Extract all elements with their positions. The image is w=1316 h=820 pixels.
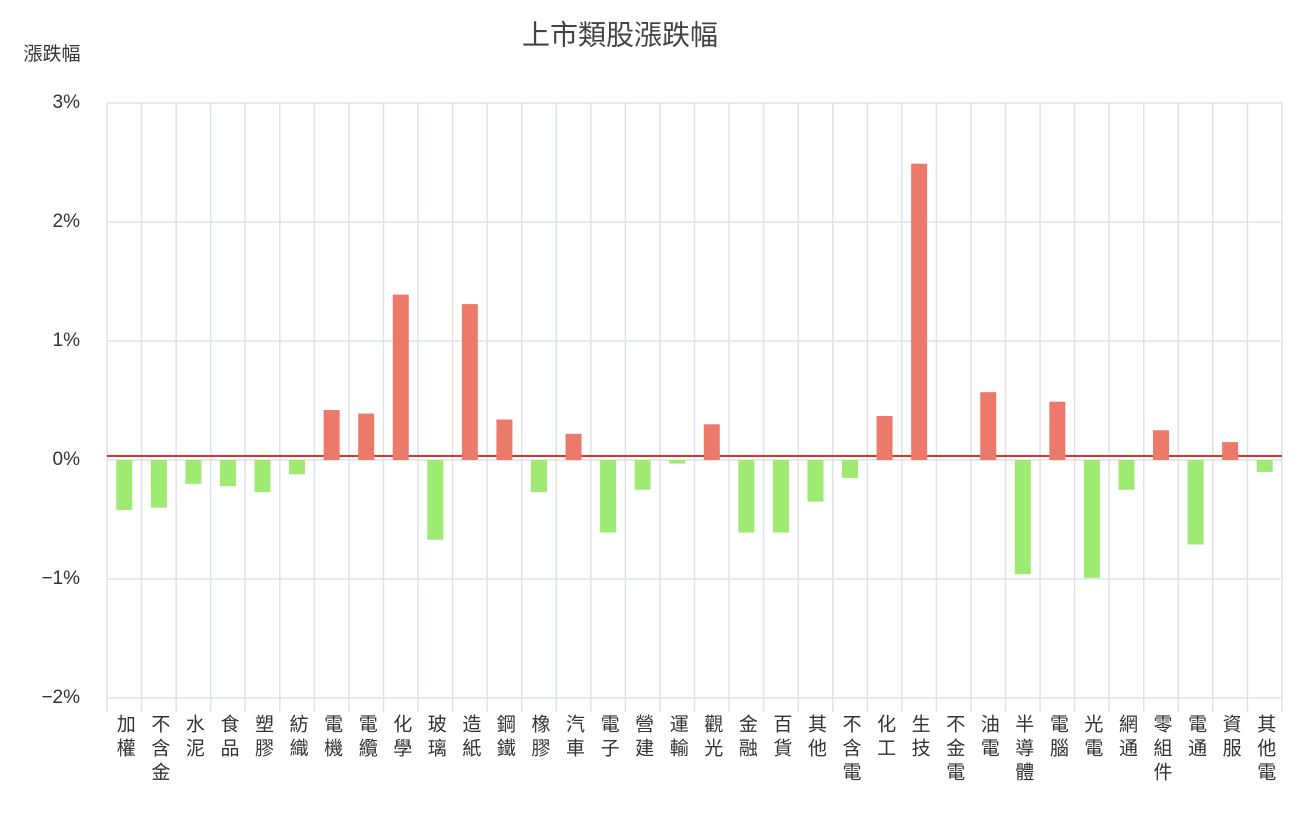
- x-tick-label: 橡膠: [528, 714, 550, 762]
- x-tick-label: 半導體: [1012, 714, 1034, 786]
- bar: [461, 304, 478, 460]
- x-tick-label: 其他電: [1254, 714, 1276, 786]
- y-axis-label: 漲跌幅: [23, 43, 80, 65]
- x-tick-label: 百貨: [770, 714, 792, 762]
- bar: [1118, 460, 1135, 490]
- bar: [600, 460, 617, 533]
- x-tick-label: 資服: [1220, 714, 1242, 762]
- bar: [185, 460, 202, 484]
- bar: [772, 460, 789, 533]
- x-tick-label: 金融: [736, 714, 758, 762]
- bar: [1153, 430, 1170, 460]
- bar: [496, 419, 513, 460]
- bar: [842, 460, 859, 478]
- x-tick-label: 電腦: [1047, 714, 1069, 762]
- bar: [150, 460, 167, 508]
- y-tick-label: −2%: [41, 687, 80, 708]
- bar: [703, 424, 720, 460]
- x-tick-label: 食品: [217, 714, 239, 762]
- x-tick-label: 電通: [1185, 714, 1207, 762]
- x-tick-label: 營建: [632, 714, 654, 762]
- bar: [427, 460, 444, 540]
- bar: [669, 460, 686, 464]
- bar: [1014, 460, 1031, 575]
- bar: [565, 433, 582, 460]
- x-tick-label: 生技: [909, 714, 931, 762]
- x-tick-label: 零組件: [1151, 714, 1173, 786]
- x-tick-label: 不含電: [840, 714, 862, 786]
- bar: [323, 410, 340, 460]
- y-tick-label: 0%: [53, 449, 81, 470]
- bar: [1187, 460, 1204, 545]
- x-tick-label: 光電: [1081, 714, 1103, 762]
- bar: [289, 460, 306, 475]
- bar: [116, 460, 133, 510]
- bar: [807, 460, 824, 502]
- bar: [219, 460, 236, 487]
- x-tick-label: 電子: [598, 714, 620, 762]
- bar: [530, 460, 547, 493]
- chart-title: 上市類股漲跌幅: [522, 19, 718, 50]
- y-tick-label: 3%: [53, 92, 81, 113]
- bar: [1083, 460, 1100, 578]
- y-tick-label: 1%: [53, 330, 81, 351]
- x-tick-label: 電機: [321, 714, 343, 762]
- bar: [1256, 460, 1273, 472]
- x-tick-label: 運輸: [667, 714, 689, 762]
- x-tick-label: 化工: [874, 714, 896, 762]
- x-tick-label: 油電: [978, 714, 1000, 762]
- bar: [1049, 401, 1066, 460]
- x-tick-label: 網通: [1116, 714, 1138, 762]
- x-tick-label: 不金電: [943, 714, 965, 786]
- bar: [634, 460, 651, 490]
- bar: [392, 294, 409, 460]
- bar: [980, 392, 997, 460]
- x-tick-label: 水泥: [183, 714, 205, 762]
- x-tick-label: 觀光: [701, 714, 723, 762]
- bar: [911, 163, 928, 460]
- x-tick-label: 電纜: [356, 714, 378, 762]
- bar: [738, 460, 755, 533]
- y-tick-label: −1%: [41, 568, 80, 589]
- y-tick-label: 2%: [53, 211, 81, 232]
- bar: [358, 413, 375, 460]
- x-tick-label: 不含金: [148, 714, 170, 786]
- x-tick-label: 汽車: [563, 714, 585, 762]
- bar: [254, 460, 271, 493]
- x-tick-label: 其他: [805, 714, 827, 762]
- x-tick-label: 加權: [114, 714, 136, 762]
- x-tick-label: 玻璃: [425, 714, 447, 762]
- bar: [876, 415, 893, 460]
- x-tick-label: 塑膠: [252, 714, 274, 762]
- x-tick-label: 鋼鐵: [494, 714, 516, 762]
- x-tick-label: 造紙: [459, 714, 481, 762]
- bar: [1222, 442, 1239, 460]
- x-tick-label: 紡織: [287, 714, 309, 762]
- x-tick-label: 化學: [390, 714, 412, 762]
